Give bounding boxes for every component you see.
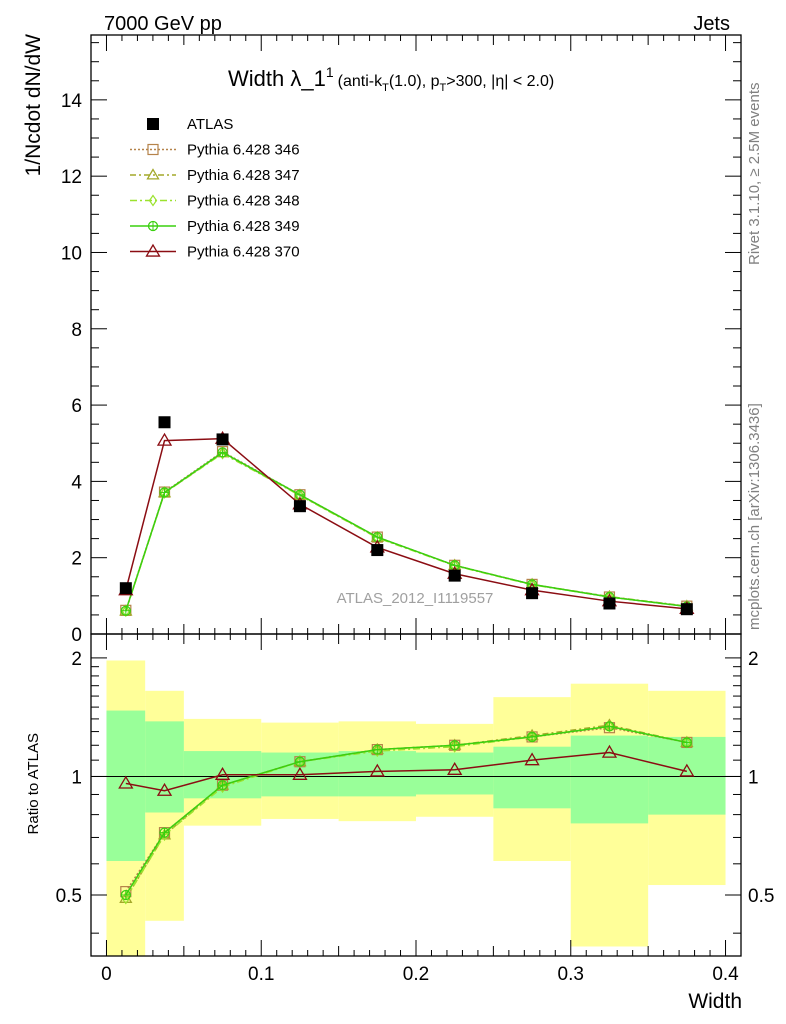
y-tick-label-3: 6 (71, 396, 82, 417)
y-tick-label-7: 14 (61, 91, 83, 112)
data-point-6 (526, 587, 539, 600)
ratio-4-point-1 (156, 782, 173, 796)
ratio-4-point-5 (447, 761, 463, 775)
y-tick-label-6: 12 (61, 167, 82, 188)
data-point-5 (448, 569, 461, 582)
legend-label-2: Pythia 6.428 348 (187, 193, 300, 210)
ratio-4-point-3 (292, 766, 308, 780)
legend-label-4: Pythia 6.428 370 (187, 244, 300, 261)
legend-label-1: Pythia 6.428 347 (187, 167, 300, 184)
inner-band-4 (338, 751, 416, 797)
x-tick-label-0: 0 (101, 964, 112, 985)
ratio-tick-label-left-1: 1 (71, 767, 82, 788)
data-point-4 (371, 544, 384, 557)
title-cut-c: >300, |η| < 2.0) (446, 73, 554, 90)
series-main-4 (118, 430, 695, 615)
series-line-2 (125, 452, 687, 612)
y-tick-label-2: 4 (71, 472, 82, 493)
legend-marker-atlas (147, 118, 159, 130)
ratio-4-point-0 (118, 775, 134, 789)
legend-marker-2 (148, 194, 158, 207)
ratio-y-axis-label: Ratio to ATLAS (25, 733, 42, 834)
series-4-point-1 (156, 432, 173, 446)
legend-item-1: Pythia 6.428 347 (130, 167, 300, 184)
legend-marker-4 (145, 243, 161, 257)
x-tick-label-1: 0.1 (248, 964, 274, 985)
ratio-tick-label-right-1: 1 (748, 767, 759, 788)
data-point-7 (603, 597, 616, 610)
series-main-3 (120, 447, 692, 616)
legend-marker-1 (146, 168, 160, 180)
series-ratio-4 (118, 744, 695, 796)
ratio-line-4 (125, 751, 688, 792)
series-2-point-0 (121, 605, 131, 618)
data-point-2 (216, 433, 229, 446)
legend-item-2: Pythia 6.428 348 (130, 193, 300, 210)
series-line-4 (125, 437, 687, 610)
y-tick-label-1: 2 (71, 549, 82, 570)
category-label: Jets (693, 13, 730, 35)
ratio-4-point-8 (679, 763, 695, 777)
ratio-4-point-4 (369, 763, 385, 777)
x-axis-label: Width (688, 990, 742, 1013)
x-tick-label-4: 0.4 (712, 964, 739, 985)
analysis-watermark: ATLAS_2012_I1119557 (337, 590, 494, 607)
mcplots-label: mcplots.cern.ch [arXiv:1306.3436] (746, 403, 763, 630)
series-2-point-2 (218, 447, 227, 460)
title-cut-a: (anti-k (338, 73, 383, 90)
inner-band-5 (416, 752, 494, 795)
title-cut-b: (1.0), p (389, 73, 440, 90)
x-tick-label-3: 0.3 (558, 964, 584, 985)
inner-band-6 (493, 746, 571, 809)
legend-item-atlas: ATLAS (147, 116, 233, 133)
series-line-1 (125, 451, 687, 612)
ratio-4-point-2 (214, 766, 231, 780)
series-line-0 (125, 450, 687, 611)
main-plot (118, 416, 695, 618)
data-point-8 (680, 603, 693, 616)
plot-title: Width λ_11(anti-kT(1.0), pT>300, |η| < 2… (228, 64, 554, 94)
ratio-2-point-1 (160, 828, 169, 842)
ratio-tick-label-right-2: 2 (748, 649, 759, 670)
y-tick-label-5: 10 (61, 243, 82, 264)
data-point-3 (293, 500, 306, 513)
ratio-tick-label-left-0: 0.5 (56, 886, 82, 907)
legend-item-0: Pythia 6.428 346 (130, 142, 300, 159)
inner-band-7 (570, 735, 649, 824)
legend-item-3: Pythia 6.428 349 (130, 218, 300, 235)
x-tick-label-2: 0.2 (403, 964, 429, 985)
title-cut-sub-a: T (382, 82, 389, 94)
title-cut-sub-b: T (440, 82, 447, 94)
y-tick-label-4: 8 (71, 320, 82, 341)
legend-item-4: Pythia 6.428 370 (130, 244, 300, 261)
inner-band-1 (145, 721, 184, 813)
y-axis-label: 1/Ncdot dN/dW (22, 34, 45, 177)
legend-label-0: Pythia 6.428 346 (187, 142, 300, 159)
legend-marker-0 (147, 143, 159, 156)
ratio-uncertainty-bands (106, 660, 726, 956)
legend-label-atlas: ATLAS (187, 116, 233, 133)
title-sup: 1 (326, 64, 334, 80)
energy-label: 7000 GeV pp (104, 13, 222, 35)
ratio-4-point-7 (601, 744, 618, 758)
data-point-1 (158, 416, 171, 429)
title-main: Width λ_1 (228, 66, 326, 91)
ratio-tick-label-left-2: 2 (71, 649, 82, 670)
ratio-plot (91, 718, 741, 905)
ratio-4-point-6 (524, 752, 540, 766)
series-line-3 (125, 451, 687, 611)
ratio-2-point-0 (121, 892, 131, 905)
data-points (119, 416, 693, 616)
data-point-0 (119, 582, 132, 595)
rivet-label: Rivet 3.1.10, ≥ 2.5M events (746, 83, 763, 266)
ratio-tick-label-right-0: 0.5 (748, 886, 774, 907)
legend: ATLAS Pythia 6.428 346 Pythia 6.428 347 Pyt… (130, 116, 300, 261)
series-ratio-3 (120, 721, 692, 901)
y-tick-label-0: 0 (71, 625, 82, 646)
legend-label-3: Pythia 6.428 349 (187, 218, 300, 235)
